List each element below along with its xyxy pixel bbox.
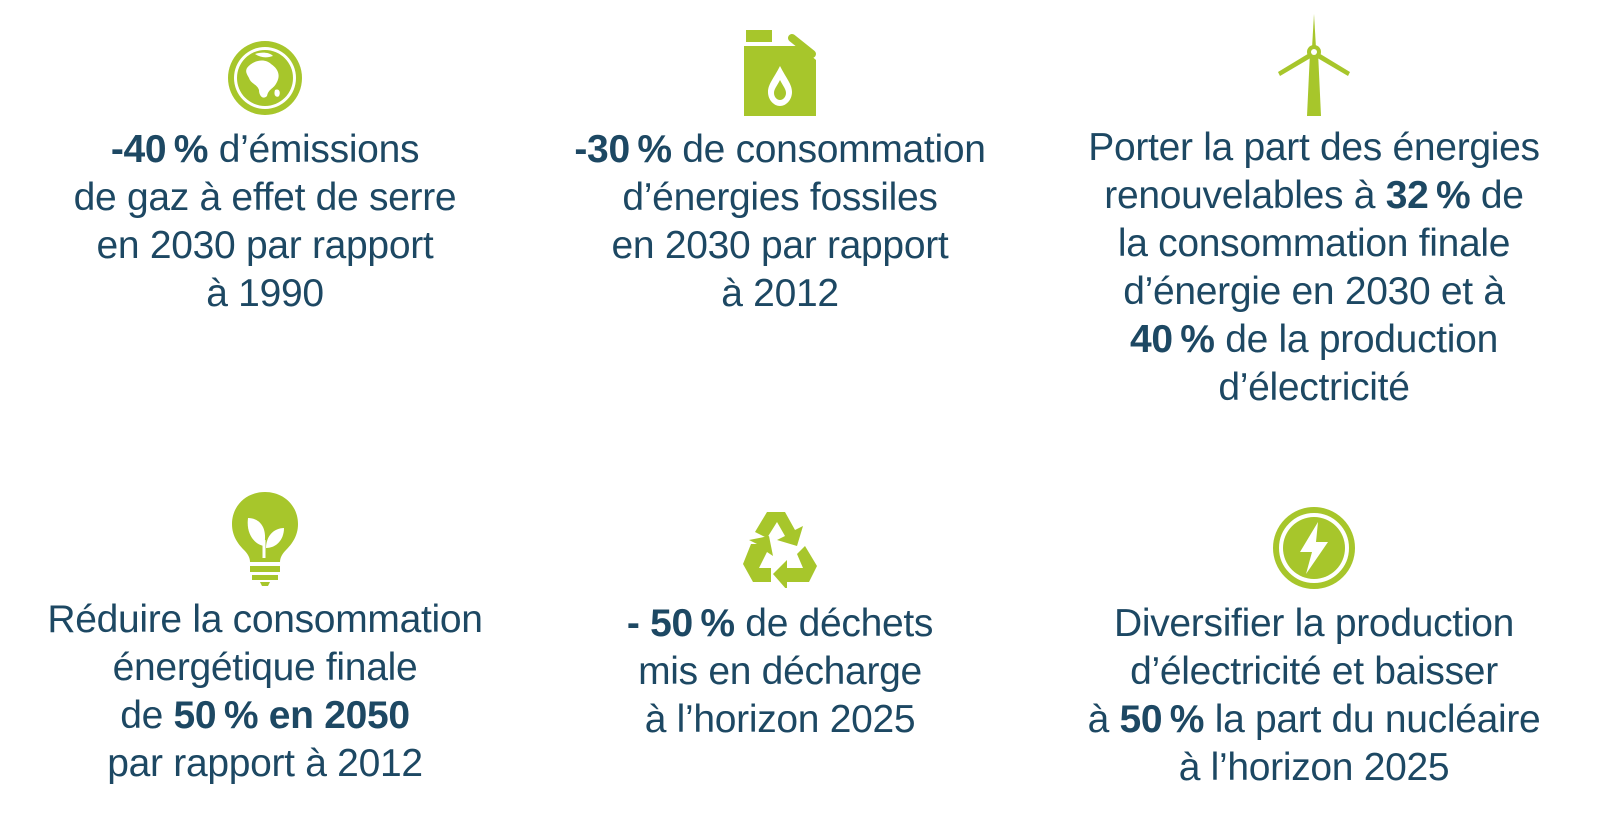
objective-line: à 1990: [30, 270, 500, 318]
objective-segment: mis en décharge: [638, 650, 922, 693]
objective-segment: à 1990: [206, 272, 324, 315]
objective-line: d’énergie en 2030 et à: [1064, 268, 1564, 316]
objective-line: Diversifier la production: [1064, 600, 1564, 648]
objective-figure: 40 %: [1130, 318, 1215, 361]
objective-electricity-mix: Diversifier la production d’électricité e…: [1064, 506, 1564, 792]
objective-line: Porter la part des énergies: [1064, 124, 1564, 172]
objective-figure: - 50 %: [626, 602, 735, 645]
objective-line: à l’horizon 2025: [545, 696, 1015, 744]
objective-line: énergétique finale: [30, 644, 500, 692]
objective-line: -40 % d’émissions: [30, 126, 500, 174]
objective-segment: d’électricité: [1218, 366, 1410, 409]
objective-line: en 2030 par rapport: [545, 222, 1015, 270]
objective-line: - 50 % de déchets: [545, 600, 1015, 648]
objective-figure: -30 %: [574, 128, 672, 171]
objective-line: d’électricité et baisser: [1064, 648, 1564, 696]
objective-renewables: Porter la part des énergies renouvelables…: [1064, 12, 1564, 412]
objective-segment: à l’horizon 2025: [1178, 746, 1450, 789]
fuel-can-icon: [744, 30, 816, 116]
objective-segment: de consommation: [671, 128, 986, 171]
objective-line: de gaz à effet de serre: [30, 174, 500, 222]
objective-line: 40 % de la production: [1064, 316, 1564, 364]
objective-segment: à l’horizon 2025: [644, 698, 916, 741]
objective-segment: par rapport à 2012: [107, 742, 423, 785]
objective-fossil-fuels: -30 % de consommation d’énergies fossiles…: [545, 26, 1015, 318]
objective-emissions: -40 % d’émissions de gaz à effet de serre…: [30, 38, 500, 318]
objective-segment: d’électricité et baisser: [1130, 650, 1498, 693]
objective-segment: d’énergies fossiles: [622, 176, 938, 219]
objective-text: Porter la part des énergies renouvelables…: [1064, 124, 1564, 412]
objective-figure: 50 % en 2050: [173, 694, 411, 737]
objective-line: renouvelables à 32 % de: [1064, 172, 1564, 220]
objective-text: Réduire la consommation énergétique final…: [30, 596, 500, 788]
objective-segment: à 2012: [721, 272, 839, 315]
objective-segment: d’émissions: [208, 128, 420, 171]
objective-line: d’électricité: [1064, 364, 1564, 412]
objective-line: -30 % de consommation: [545, 126, 1015, 174]
objective-line: à 50 % la part du nucléaire: [1064, 696, 1564, 744]
objective-segment: énergétique finale: [112, 646, 418, 689]
objective-segment: à: [1087, 698, 1120, 741]
objective-text: -40 % d’émissions de gaz à effet de serre…: [30, 126, 500, 318]
objective-line: d’énergies fossiles: [545, 174, 1015, 222]
wind-turbine-icon: [1278, 14, 1350, 116]
objective-segment: de déchets: [734, 602, 934, 645]
objective-figure: -40 %: [110, 128, 209, 171]
objective-figure: 32 %: [1385, 174, 1471, 217]
objective-figure: 50 %: [1119, 698, 1205, 741]
objective-segment: la part du nucléaire: [1204, 698, 1541, 741]
objective-line: à l’horizon 2025: [1064, 744, 1564, 792]
lightning-bolt-icon: [1273, 507, 1355, 589]
objective-energy-reduction: Réduire la consommation énergétique final…: [30, 490, 500, 788]
objective-segment: Porter la part des énergies: [1088, 126, 1540, 169]
objective-segment: d’énergie en 2030 et à: [1123, 270, 1505, 313]
objective-waste: - 50 % de déchets mis en décharge à l’hori…: [545, 508, 1015, 744]
objective-text: -30 % de consommation d’énergies fossiles…: [545, 126, 1015, 318]
objective-line: à 2012: [545, 270, 1015, 318]
objective-segment: de: [1470, 174, 1524, 217]
objective-line: la consommation finale: [1064, 220, 1564, 268]
objective-segment: de gaz à effet de serre: [73, 176, 457, 219]
objective-segment: en 2030 par rapport: [611, 224, 949, 267]
objective-line: de 50 % en 2050: [30, 692, 500, 740]
objective-segment: de: [120, 694, 174, 737]
objective-line: Réduire la consommation: [30, 596, 500, 644]
globe-icon: [228, 41, 302, 115]
objective-line: en 2030 par rapport: [30, 222, 500, 270]
objective-segment: en 2030 par rapport: [96, 224, 434, 267]
recycle-icon: [743, 512, 817, 588]
objective-line: mis en décharge: [545, 648, 1015, 696]
objective-segment: Réduire la consommation: [47, 598, 483, 641]
eco-bulb-icon: [232, 492, 298, 586]
objective-segment: renouvelables à: [1104, 174, 1386, 217]
objective-text: - 50 % de déchets mis en décharge à l’hori…: [545, 600, 1015, 744]
objective-segment: la consommation finale: [1117, 222, 1511, 265]
objective-segment: Diversifier la production: [1113, 602, 1514, 645]
objective-text: Diversifier la production d’électricité e…: [1064, 600, 1564, 792]
objective-segment: de la production: [1214, 318, 1498, 361]
objective-line: par rapport à 2012: [30, 740, 500, 788]
